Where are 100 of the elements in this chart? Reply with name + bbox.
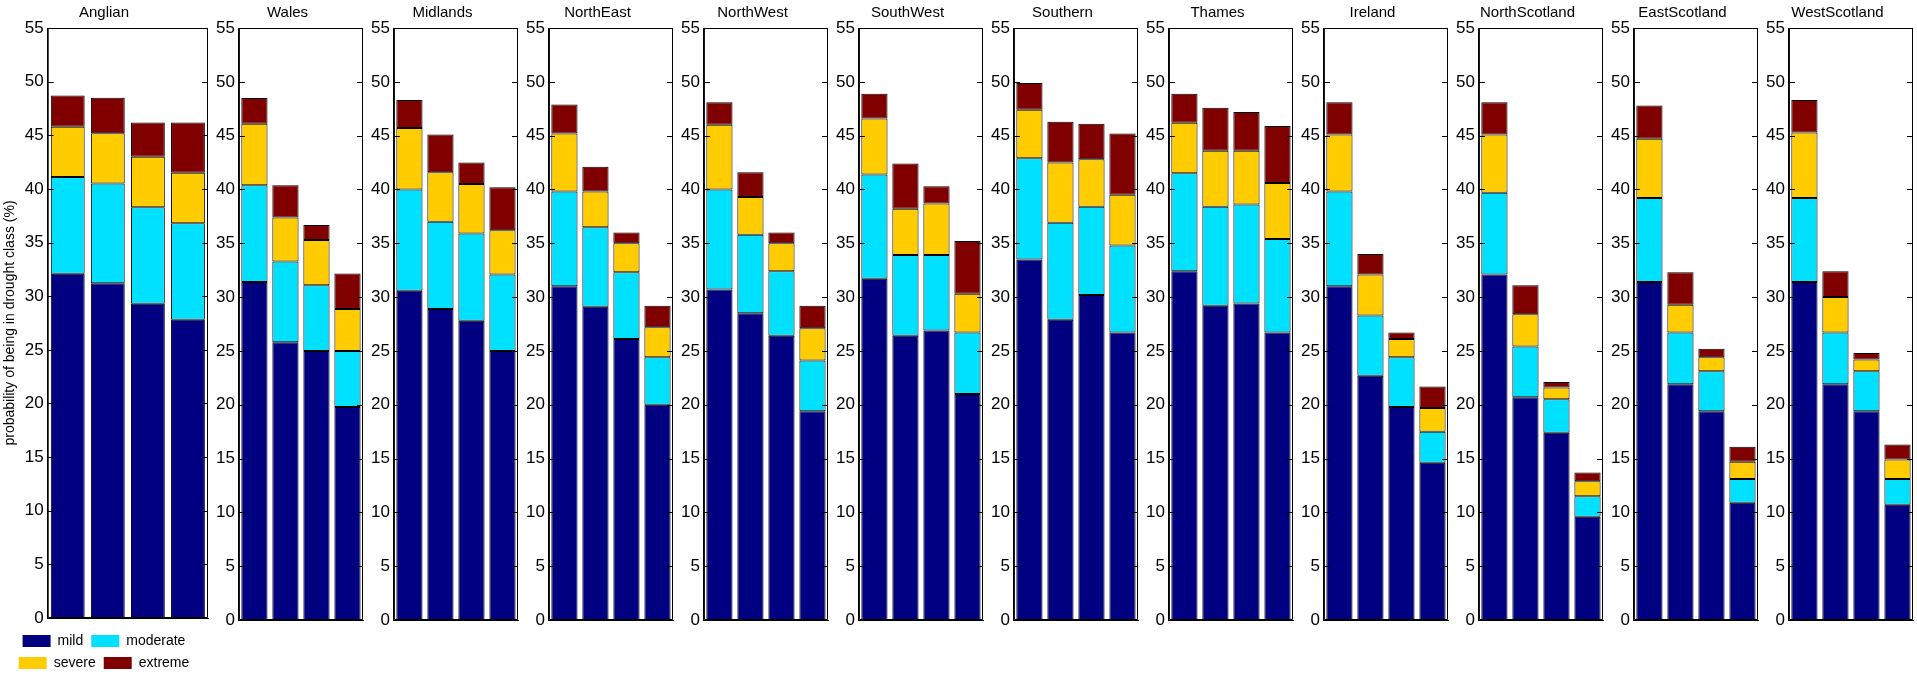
y-tick-label: 35 bbox=[24, 232, 44, 252]
y-tick-label: 20 bbox=[1610, 394, 1630, 414]
y-tick-label: 55 bbox=[24, 17, 44, 37]
chart-title: NorthScotland bbox=[1479, 3, 1576, 21]
y-tick-label: 35 bbox=[1455, 232, 1475, 252]
y-tick-label: 0 bbox=[1000, 609, 1010, 629]
y-tick-label: 55 bbox=[1145, 17, 1165, 37]
y-tick-label: 15 bbox=[1610, 448, 1630, 468]
y-tick-label: 40 bbox=[24, 178, 44, 198]
legend-label: mild bbox=[57, 631, 84, 648]
y-tick-label: 30 bbox=[24, 285, 44, 305]
y-tick-label: 10 bbox=[1765, 502, 1785, 522]
y-tick-label: 30 bbox=[990, 286, 1010, 306]
y-tick-label: 50 bbox=[525, 71, 545, 91]
y-tick-label: 20 bbox=[525, 394, 545, 414]
y-tick-label: 0 bbox=[1465, 609, 1475, 629]
y-tick-label: 10 bbox=[1300, 502, 1320, 522]
y-tick-label: 35 bbox=[680, 232, 700, 252]
y-tick-label: 40 bbox=[1610, 179, 1630, 199]
y-tick-label: 30 bbox=[835, 286, 855, 306]
y-tick-label: 15 bbox=[1455, 448, 1475, 468]
y-tick-label: 55 bbox=[1455, 17, 1475, 37]
y-tick-label: 0 bbox=[380, 609, 390, 629]
y-tick-label: 20 bbox=[1300, 394, 1320, 414]
chart-title: Ireland bbox=[1349, 3, 1396, 21]
y-tick-label: 50 bbox=[1765, 71, 1785, 91]
y-tick-label: 35 bbox=[835, 232, 855, 252]
y-tick-label: 30 bbox=[1765, 286, 1785, 306]
y-tick-label: 55 bbox=[215, 17, 235, 37]
y-tick-label: 55 bbox=[1610, 17, 1630, 37]
chart-title: Wales bbox=[266, 3, 309, 21]
y-tick-label: 15 bbox=[215, 448, 235, 468]
y-tick-label: 35 bbox=[1610, 232, 1630, 252]
y-tick-label: 15 bbox=[1765, 448, 1785, 468]
y-tick-label: 50 bbox=[1610, 71, 1630, 91]
y-tick-label: 35 bbox=[370, 232, 390, 252]
y-tick-label: 0 bbox=[845, 609, 855, 629]
y-tick-label: 5 bbox=[1155, 555, 1165, 575]
y-tick-label: 50 bbox=[1300, 71, 1320, 91]
y-tick-label: 20 bbox=[370, 394, 390, 414]
legend-label: severe bbox=[53, 653, 96, 670]
y-tick-label: 20 bbox=[1145, 394, 1165, 414]
y-tick-label: 10 bbox=[24, 500, 44, 520]
y-tick-label: 35 bbox=[215, 232, 235, 252]
y-tick-label: 15 bbox=[1145, 448, 1165, 468]
y-tick-label: 30 bbox=[1610, 286, 1630, 306]
y-tick-label: 30 bbox=[1145, 286, 1165, 306]
y-tick-label: 25 bbox=[525, 340, 545, 360]
y-tick-label: 40 bbox=[1145, 179, 1165, 199]
y-tick-label: 0 bbox=[34, 607, 44, 627]
chart-title: NorthEast bbox=[564, 3, 632, 21]
y-tick-label: 15 bbox=[1300, 448, 1320, 468]
y-tick-label: 5 bbox=[34, 554, 44, 574]
y-tick-label: 20 bbox=[835, 394, 855, 414]
y-axis-title: probability of being in drought class (%) bbox=[1, 200, 18, 446]
y-tick-label: 10 bbox=[835, 502, 855, 522]
y-tick-label: 10 bbox=[525, 502, 545, 522]
y-tick-label: 30 bbox=[370, 286, 390, 306]
y-tick-label: 15 bbox=[990, 448, 1010, 468]
y-tick-label: 5 bbox=[1310, 555, 1320, 575]
y-tick-label: 40 bbox=[1455, 179, 1475, 199]
chart-title: Anglian bbox=[78, 3, 130, 21]
y-tick-label: 5 bbox=[225, 555, 235, 575]
y-tick-label: 20 bbox=[1455, 394, 1475, 414]
y-tick-label: 10 bbox=[215, 502, 235, 522]
y-tick-label: 25 bbox=[1455, 340, 1475, 360]
y-tick-label: 25 bbox=[1300, 340, 1320, 360]
y-tick-label: 40 bbox=[370, 179, 390, 199]
y-tick-label: 45 bbox=[215, 125, 235, 145]
y-tick-label: 0 bbox=[1775, 609, 1785, 629]
y-tick-label: 35 bbox=[1765, 232, 1785, 252]
y-tick-label: 45 bbox=[1145, 125, 1165, 145]
y-tick-label: 0 bbox=[225, 609, 235, 629]
y-tick-label: 20 bbox=[215, 394, 235, 414]
y-tick-label: 15 bbox=[24, 446, 44, 466]
y-tick-label: 40 bbox=[1300, 179, 1320, 199]
legend-label: extreme bbox=[138, 653, 190, 670]
y-tick-label: 40 bbox=[525, 179, 545, 199]
y-tick-label: 25 bbox=[370, 340, 390, 360]
y-tick-label: 30 bbox=[680, 286, 700, 306]
y-tick-label: 5 bbox=[380, 555, 390, 575]
y-tick-label: 20 bbox=[990, 394, 1010, 414]
y-tick-label: 0 bbox=[1620, 609, 1630, 629]
y-tick-label: 45 bbox=[835, 125, 855, 145]
chart-title: WestScotland bbox=[1791, 3, 1884, 21]
y-tick-label: 55 bbox=[370, 17, 390, 37]
y-tick-label: 45 bbox=[990, 125, 1010, 145]
y-tick-label: 40 bbox=[680, 179, 700, 199]
y-tick-label: 10 bbox=[990, 502, 1010, 522]
y-tick-label: 55 bbox=[525, 17, 545, 37]
y-tick-label: 55 bbox=[1300, 17, 1320, 37]
y-tick-label: 20 bbox=[1765, 394, 1785, 414]
y-tick-label: 50 bbox=[370, 71, 390, 91]
y-tick-label: 40 bbox=[1765, 179, 1785, 199]
y-tick-label: 5 bbox=[535, 555, 545, 575]
y-tick-label: 25 bbox=[990, 340, 1010, 360]
y-tick-label: 15 bbox=[370, 448, 390, 468]
legend-label: moderate bbox=[126, 631, 186, 648]
y-tick-label: 10 bbox=[1455, 502, 1475, 522]
y-tick-label: 5 bbox=[1775, 555, 1785, 575]
